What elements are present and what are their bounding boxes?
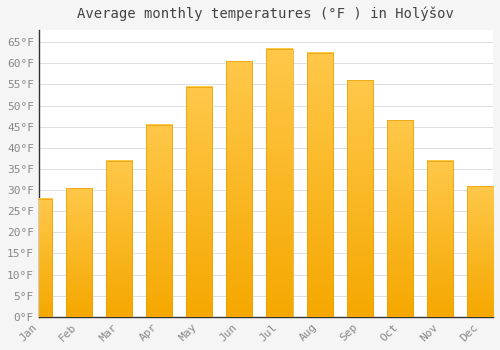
- Title: Average monthly temperatures (°F ) in Holýšov: Average monthly temperatures (°F ) in Ho…: [78, 7, 454, 21]
- Bar: [266, 49, 292, 317]
- Bar: [186, 86, 212, 317]
- Bar: [226, 61, 252, 317]
- Bar: [146, 125, 172, 317]
- Bar: [427, 161, 453, 317]
- Bar: [387, 120, 413, 317]
- Bar: [26, 198, 52, 317]
- Bar: [306, 53, 332, 317]
- Bar: [346, 80, 372, 317]
- Bar: [467, 186, 493, 317]
- Bar: [66, 188, 92, 317]
- Bar: [106, 161, 132, 317]
